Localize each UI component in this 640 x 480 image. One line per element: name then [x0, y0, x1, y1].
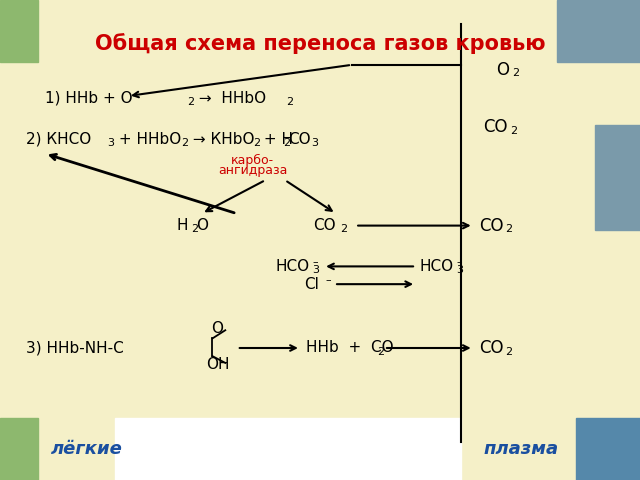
- Text: HCO: HCO: [419, 259, 453, 274]
- Text: 2: 2: [188, 97, 195, 107]
- Text: 2: 2: [191, 225, 198, 234]
- Text: –: –: [325, 276, 331, 285]
- Text: →  ННbO: → ННbO: [194, 91, 266, 106]
- Text: CO: CO: [479, 216, 503, 235]
- Text: → КНbO: → КНbO: [188, 132, 254, 147]
- Text: 2: 2: [506, 347, 513, 357]
- Text: O: O: [496, 60, 509, 79]
- FancyBboxPatch shape: [0, 0, 38, 62]
- Text: карбо-: карбо-: [231, 154, 275, 168]
- Text: ангидраза: ангидраза: [218, 164, 287, 177]
- Text: 2: 2: [377, 347, 384, 357]
- Text: OH: OH: [206, 357, 230, 372]
- Text: 2: 2: [286, 97, 293, 107]
- Text: ННb  +  CO: ННb + CO: [306, 340, 394, 356]
- Text: HCO: HCO: [275, 259, 309, 274]
- Text: H: H: [176, 218, 188, 233]
- Text: плазма: плазма: [483, 440, 558, 458]
- Text: O: O: [211, 321, 223, 336]
- Text: лёгкие: лёгкие: [51, 440, 123, 458]
- Text: 3: 3: [311, 138, 318, 148]
- Text: CO: CO: [479, 339, 503, 357]
- Text: 1) ННb + O: 1) ННb + O: [45, 91, 132, 106]
- Text: CO: CO: [314, 218, 336, 233]
- Text: Cl: Cl: [304, 276, 319, 292]
- FancyBboxPatch shape: [576, 418, 640, 480]
- Text: CO: CO: [483, 118, 508, 136]
- FancyBboxPatch shape: [595, 125, 640, 230]
- Text: 2: 2: [284, 138, 291, 148]
- Text: 3) ННb-NH-C: 3) ННb-NH-C: [26, 340, 124, 356]
- Text: 3: 3: [312, 265, 319, 275]
- FancyBboxPatch shape: [0, 418, 38, 480]
- Text: 2: 2: [510, 126, 517, 136]
- Text: + H: + H: [259, 132, 293, 147]
- Text: 3: 3: [456, 265, 463, 275]
- Text: –: –: [312, 258, 318, 267]
- FancyBboxPatch shape: [115, 418, 461, 480]
- Text: 3: 3: [108, 138, 115, 148]
- Text: + ННbO: + ННbO: [114, 132, 181, 147]
- Text: CO: CO: [288, 132, 310, 147]
- Text: 2: 2: [512, 69, 519, 78]
- Text: 2: 2: [181, 138, 188, 148]
- Text: 2: 2: [506, 225, 513, 234]
- Text: O: O: [196, 218, 208, 233]
- Text: 2) КНСО: 2) КНСО: [26, 132, 91, 147]
- Text: 2: 2: [340, 225, 347, 234]
- Text: 2: 2: [253, 138, 260, 148]
- Text: –: –: [456, 258, 462, 267]
- Text: Общая схема переноса газов кровью: Общая схема переноса газов кровью: [95, 33, 545, 54]
- FancyBboxPatch shape: [557, 0, 640, 62]
